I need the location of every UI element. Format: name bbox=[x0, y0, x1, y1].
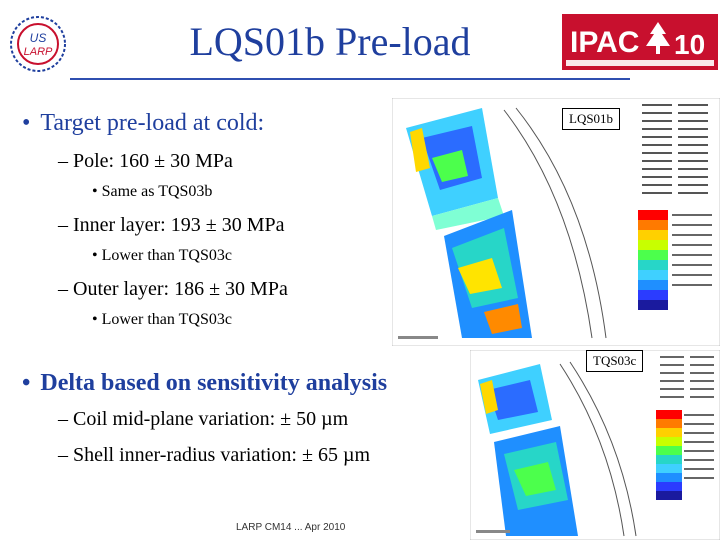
bullet-target-preload-text: Target pre-load at cold: bbox=[40, 110, 265, 136]
sub-outer: – Outer layer: 186 ± 30 MPa bbox=[58, 278, 288, 300]
note-outer: • Lower than TQS03c bbox=[92, 311, 232, 328]
note-inner: • Lower than TQS03c bbox=[92, 247, 232, 264]
sub-pole: – Pole: 160 ± 30 MPa bbox=[58, 150, 233, 172]
sub-inner: – Inner layer: 193 ± 30 MPa bbox=[58, 214, 285, 236]
ipac-logo: IPAC 10 bbox=[562, 14, 718, 70]
label-tqs03c: TQS03c bbox=[586, 350, 644, 372]
svg-text:US: US bbox=[30, 31, 47, 45]
footer-text: LARP CM14 ... Apr 2010 bbox=[236, 522, 346, 533]
sub-coil: – Coil mid-plane variation: ± 50 µm bbox=[58, 408, 349, 430]
bullet-delta-text: Delta based on sensitivity analysis bbox=[40, 370, 388, 396]
slide-title: LQS01b Pre-load bbox=[189, 19, 471, 64]
title-rule bbox=[70, 78, 630, 80]
bullet-target-preload: • Target pre-load at cold: bbox=[22, 110, 265, 136]
ipac-logo-number: 10 bbox=[674, 29, 705, 60]
fea-plot-top: LQS01b bbox=[391, 97, 720, 347]
svg-text:LARP: LARP bbox=[24, 46, 53, 58]
fea-plot-bottom: TQS03c bbox=[469, 349, 720, 541]
pagoda-icon bbox=[646, 22, 670, 54]
ipac-logo-text: IPAC bbox=[570, 26, 639, 59]
us-larp-logo: US LARP bbox=[10, 16, 66, 72]
bullet-delta: • Delta based on sensitivity analysis bbox=[22, 370, 388, 396]
sub-shell: – Shell inner-radius variation: ± 65 µm bbox=[58, 444, 371, 466]
label-lqs01b: LQS01b bbox=[562, 108, 621, 130]
note-pole: • Same as TQS03b bbox=[92, 183, 213, 200]
